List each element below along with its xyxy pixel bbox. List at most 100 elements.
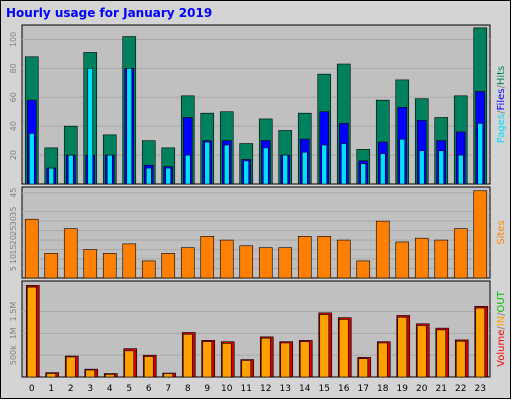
bar-in-18 — [377, 342, 388, 378]
bar-sites-21 — [434, 239, 449, 279]
side-label-part: Hits — [496, 66, 507, 85]
x-tick-label-2: 2 — [68, 384, 74, 394]
bar-sites-10 — [219, 239, 234, 279]
bar-pages-8 — [184, 154, 191, 185]
bar-in-4 — [104, 374, 115, 378]
x-tick-label-16: 16 — [338, 384, 350, 394]
bar-in-7 — [163, 373, 174, 378]
bar-sites-5 — [122, 243, 137, 279]
panel-hits-y-tick-label: 20 — [9, 150, 18, 160]
chart-title: Hourly usage for January 2019 — [6, 6, 212, 20]
panel-sites-background — [21, 186, 491, 279]
bar-sites-4 — [102, 253, 117, 279]
panel-volume-background — [21, 280, 491, 378]
bar-pages-6 — [145, 167, 152, 185]
bar-sites-8 — [180, 247, 195, 279]
bar-in-13 — [280, 342, 291, 378]
bar-sites-0 — [24, 218, 39, 279]
bar-in-1 — [46, 373, 57, 378]
bar-sites-14 — [297, 235, 312, 279]
x-tick-label-14: 14 — [299, 384, 311, 394]
side-label-part: IN — [496, 316, 507, 326]
bar-in-14 — [299, 341, 310, 378]
bar-sites-7 — [161, 253, 176, 279]
bar-pages-18 — [379, 153, 386, 185]
side-label-part: / — [496, 85, 507, 89]
bar-pages-16 — [340, 143, 347, 185]
bar-in-2 — [65, 356, 76, 378]
panel-hits-y-tick-label: 60 — [9, 92, 18, 102]
bar-sites-18 — [375, 220, 390, 279]
x-tick-label-10: 10 — [221, 384, 233, 394]
bar-pages-15 — [321, 144, 328, 185]
bar-pages-7 — [165, 167, 172, 185]
bar-sites-1 — [44, 253, 59, 279]
bar-in-22 — [455, 340, 466, 378]
x-tick-label-1: 1 — [48, 384, 54, 394]
x-tick-label-9: 9 — [204, 384, 210, 394]
x-tick-label-12: 12 — [260, 384, 271, 394]
bar-in-23 — [475, 307, 486, 378]
x-tick-label-20: 20 — [416, 384, 428, 394]
x-tick-label-15: 15 — [319, 384, 330, 394]
bar-in-8 — [182, 333, 193, 378]
side-label-part: / — [496, 110, 507, 114]
x-tick-label-13: 13 — [280, 384, 291, 394]
x-tick-label-23: 23 — [475, 384, 486, 394]
side-label-part: Volume — [496, 330, 507, 367]
bar-pages-2 — [67, 154, 74, 185]
panel-sites-y-tick-label: 45 — [9, 188, 18, 198]
bar-sites-15 — [317, 235, 332, 279]
bar-in-10 — [221, 343, 232, 378]
bar-in-15 — [319, 314, 330, 378]
bar-sites-2 — [63, 228, 78, 279]
bar-in-19 — [397, 316, 408, 378]
bar-in-6 — [143, 356, 154, 378]
bar-pages-21 — [438, 150, 445, 185]
panel-sites-y-tick-label: 15 — [9, 244, 18, 254]
bar-in-9 — [202, 341, 213, 378]
bar-pages-1 — [48, 167, 55, 185]
panel-sites-y-tick-label: 25 — [9, 226, 18, 236]
x-tick-label-7: 7 — [165, 384, 171, 394]
side-label-part: / — [496, 312, 507, 316]
bar-pages-11 — [243, 160, 250, 185]
bar-pages-12 — [262, 147, 269, 185]
side-label-part: Pages — [496, 114, 507, 143]
bar-sites-13 — [278, 247, 293, 279]
bar-sites-3 — [83, 249, 98, 279]
x-tick-label-22: 22 — [455, 384, 466, 394]
bar-sites-20 — [414, 237, 429, 279]
side-label-part: Files — [496, 89, 507, 111]
x-tick-label-5: 5 — [126, 384, 132, 394]
side-label-part: OUT — [496, 290, 507, 312]
bar-pages-23 — [477, 122, 484, 185]
bar-in-5 — [124, 350, 135, 378]
panel-sites-y-tick-label: 20 — [9, 235, 18, 245]
bar-pages-4 — [106, 154, 113, 185]
bar-in-17 — [358, 358, 369, 378]
bar-pages-14 — [301, 151, 308, 185]
side-label-part: Sites — [496, 220, 507, 244]
panel-volume-y-tick-label: 500k — [9, 345, 18, 365]
bar-sites-6 — [141, 260, 156, 279]
bar-pages-19 — [399, 138, 406, 185]
panel-hits-y-tick-label: 40 — [9, 121, 18, 131]
x-tick-label-21: 21 — [436, 384, 447, 394]
bar-sites-11 — [239, 245, 254, 279]
bar-in-3 — [85, 369, 96, 378]
panel-volume-side-label: Volume/IN/OUT — [496, 290, 507, 367]
panel-sites-y-tick-label: 10 — [9, 254, 18, 264]
bar-sites-16 — [336, 239, 351, 279]
panel-sites-side-label: Sites — [496, 220, 507, 244]
bar-pages-0 — [28, 133, 35, 185]
x-axis-tick-labels: 0 1 2 3 4 5 6 7 8 9 10 11 12 13 14 15 16 17 18 19 20 21 22 23 — [29, 384, 486, 394]
bar-in-20 — [416, 325, 427, 378]
bar-sites-19 — [395, 241, 410, 279]
bar-pages-9 — [204, 141, 211, 185]
bar-pages-5 — [126, 68, 133, 185]
panel-volume-y-tick-label: 1M — [9, 327, 18, 339]
